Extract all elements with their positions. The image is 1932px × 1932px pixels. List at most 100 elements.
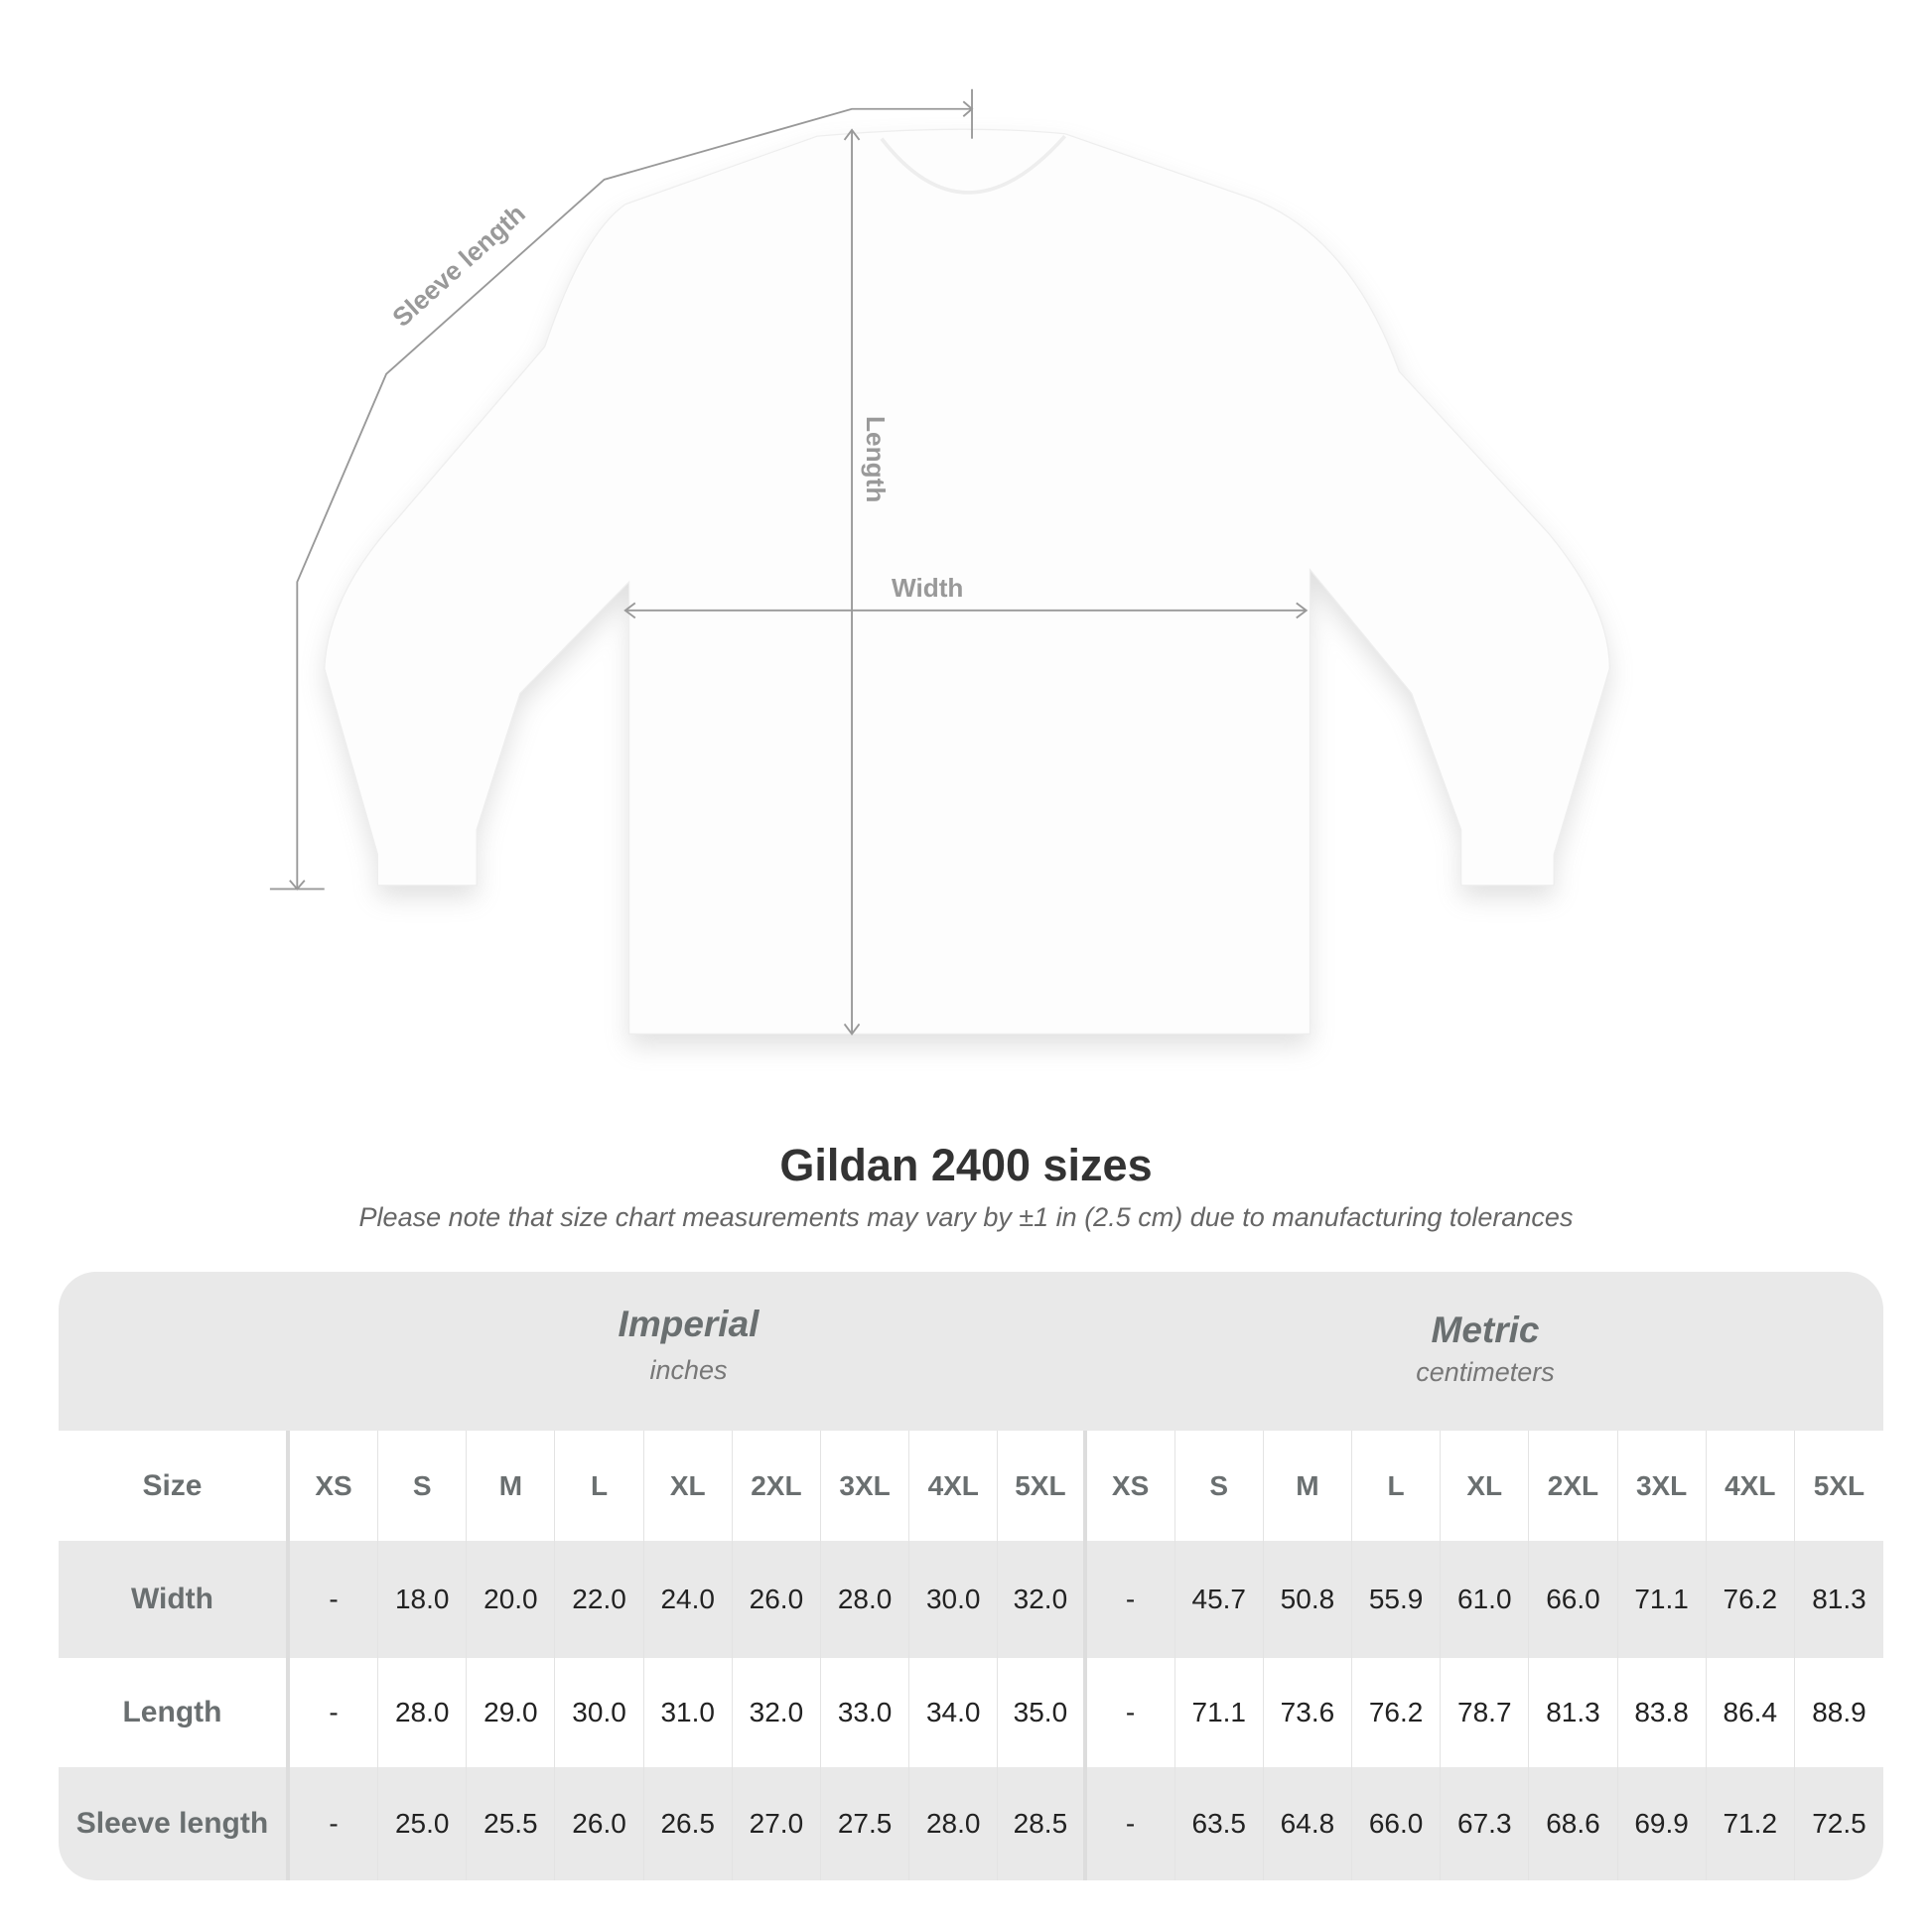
size-header-cell: M	[1264, 1431, 1353, 1541]
table-cell: 27.0	[733, 1767, 821, 1880]
imperial-title: Imperial	[618, 1304, 759, 1344]
size-header-cell: XS	[1087, 1431, 1175, 1541]
table-cell: 28.5	[998, 1767, 1087, 1880]
collar	[880, 134, 1066, 195]
row-label: Width	[59, 1541, 290, 1658]
table-cell: 69.9	[1618, 1767, 1707, 1880]
size-header-cell: XL	[644, 1431, 733, 1541]
shirt-body	[324, 128, 1610, 1035]
row-label: Sleeve length	[59, 1767, 290, 1880]
width-measure-line	[623, 602, 1309, 620]
table-cell: 63.5	[1175, 1767, 1264, 1880]
table-cell: 71.2	[1707, 1767, 1795, 1880]
table-cell: 27.5	[821, 1767, 910, 1880]
length-label: Length	[861, 416, 891, 502]
table-cell: 25.0	[378, 1767, 468, 1880]
size-header-cell: 4XL	[1707, 1431, 1795, 1541]
size-header-cell: XL	[1441, 1431, 1530, 1541]
table-cell: 67.3	[1441, 1767, 1530, 1880]
row-length: Length -28.0 29.0 30.0 31.0 32.0 33.0 34.0 35.0-…	[59, 1658, 1883, 1767]
size-header-cell: M	[467, 1431, 556, 1541]
table-cell: 33.0	[821, 1658, 910, 1767]
size-header-cell: S	[378, 1431, 468, 1541]
shirt-diagram: Sleeve length Length Width	[269, 88, 1610, 1046]
table-cell: 28.0	[821, 1541, 910, 1658]
size-header-cell: 2XL	[1529, 1431, 1618, 1541]
table-cell: 25.5	[467, 1767, 556, 1880]
table-cell: 66.0	[1529, 1541, 1618, 1658]
table-cell: 86.4	[1707, 1658, 1795, 1767]
chart-title: Gildan 2400 sizes	[779, 1140, 1153, 1190]
size-header-cell: XS	[290, 1431, 379, 1541]
table-cell: 64.8	[1264, 1767, 1353, 1880]
table-cell: 81.3	[1812, 1584, 1866, 1614]
table-cell: 71.1	[1618, 1541, 1707, 1658]
table-cell: -	[1087, 1658, 1175, 1767]
size-header-cell: S	[1175, 1431, 1264, 1541]
table-cell: 32.0	[733, 1658, 821, 1767]
row-label: Length	[59, 1658, 290, 1767]
size-header-cell: 3XL	[1618, 1431, 1707, 1541]
table-cell: 83.8	[1618, 1658, 1707, 1767]
table-cell: 28.0	[909, 1767, 999, 1880]
table-cell: -	[1087, 1541, 1175, 1658]
table-cell: 61.0	[1441, 1541, 1530, 1658]
size-header-cell: 4XL	[909, 1431, 999, 1541]
size-header-cell: L	[555, 1431, 644, 1541]
table-cell: 31.0	[644, 1658, 733, 1767]
imperial-unit: inches	[649, 1355, 728, 1385]
length-measure-line	[843, 128, 861, 1035]
table-cell: 34.0	[909, 1658, 999, 1767]
size-header-cell: 5XL	[1813, 1469, 1865, 1501]
table-cell: -	[290, 1767, 379, 1880]
table-cell: 29.0	[467, 1658, 556, 1767]
header-band	[59, 1272, 1883, 1431]
row-width: Width -18.0 20.0 22.0 24.0 26.0 28.0 30.0 32.0-4…	[59, 1541, 1883, 1658]
metric-header: Metric centimeters	[1087, 1272, 1883, 1431]
size-header-cell: 2XL	[733, 1431, 821, 1541]
table-cell: 26.0	[555, 1767, 644, 1880]
table-cell: 78.7	[1441, 1658, 1530, 1767]
table-cell: 66.0	[1352, 1767, 1442, 1880]
size-header-cell: 3XL	[821, 1431, 910, 1541]
table-cell: 68.6	[1529, 1767, 1618, 1880]
metric-unit: centimeters	[1416, 1357, 1555, 1387]
sleeve-measure-line	[269, 88, 974, 891]
table-cell: 30.0	[555, 1658, 644, 1767]
table-cell: 81.3	[1529, 1658, 1618, 1767]
table-cell: 28.0	[378, 1658, 468, 1767]
table-cell: 76.2	[1352, 1658, 1442, 1767]
size-header-cell: L	[1352, 1431, 1442, 1541]
table-cell: 26.0	[733, 1541, 821, 1658]
row-sleeve-length: Sleeve length -25.0 25.5 26.0 26.5 27.0 27.5 28…	[59, 1767, 1883, 1880]
table-cell: 72.5	[1812, 1808, 1866, 1839]
table-cell: 32.0	[998, 1541, 1087, 1658]
table-cell: 35.0	[998, 1658, 1087, 1767]
table-cell: 71.1	[1175, 1658, 1264, 1767]
size-header-row: Size XS S M L XL 2XL 3XL 4XL 5XL XS S M L XL 2XL 3XL 4XL 5…	[59, 1431, 1883, 1541]
table-cell: 24.0	[644, 1541, 733, 1658]
table-cell: 45.7	[1175, 1541, 1264, 1658]
table-cell: -	[290, 1658, 379, 1767]
table-cell: 88.9	[1812, 1697, 1866, 1727]
table-cell: 76.2	[1707, 1541, 1795, 1658]
table-cell: -	[1087, 1767, 1175, 1880]
size-table: Imperial inches Metric centimeters Size X…	[59, 1272, 1883, 1880]
table-cell: 18.0	[378, 1541, 468, 1658]
row-label: Size	[59, 1431, 290, 1541]
table-cell: 73.6	[1264, 1658, 1353, 1767]
imperial-header: Imperial inches	[290, 1272, 1087, 1431]
table-cell: 50.8	[1264, 1541, 1353, 1658]
metric-title: Metric	[1431, 1310, 1540, 1350]
size-header-cell: 5XL	[998, 1431, 1087, 1541]
table-cell: 55.9	[1352, 1541, 1442, 1658]
sleeve-row-band	[59, 1767, 1883, 1880]
table-cell: 26.5	[644, 1767, 733, 1880]
table-cell: -	[290, 1541, 379, 1658]
table-cell: 22.0	[555, 1541, 644, 1658]
width-row-band	[59, 1541, 1883, 1658]
table-cell: 20.0	[467, 1541, 556, 1658]
table-cell: 30.0	[909, 1541, 999, 1658]
width-label: Width	[892, 573, 963, 603]
tolerance-note: Please note that size chart measurements…	[358, 1202, 1574, 1232]
